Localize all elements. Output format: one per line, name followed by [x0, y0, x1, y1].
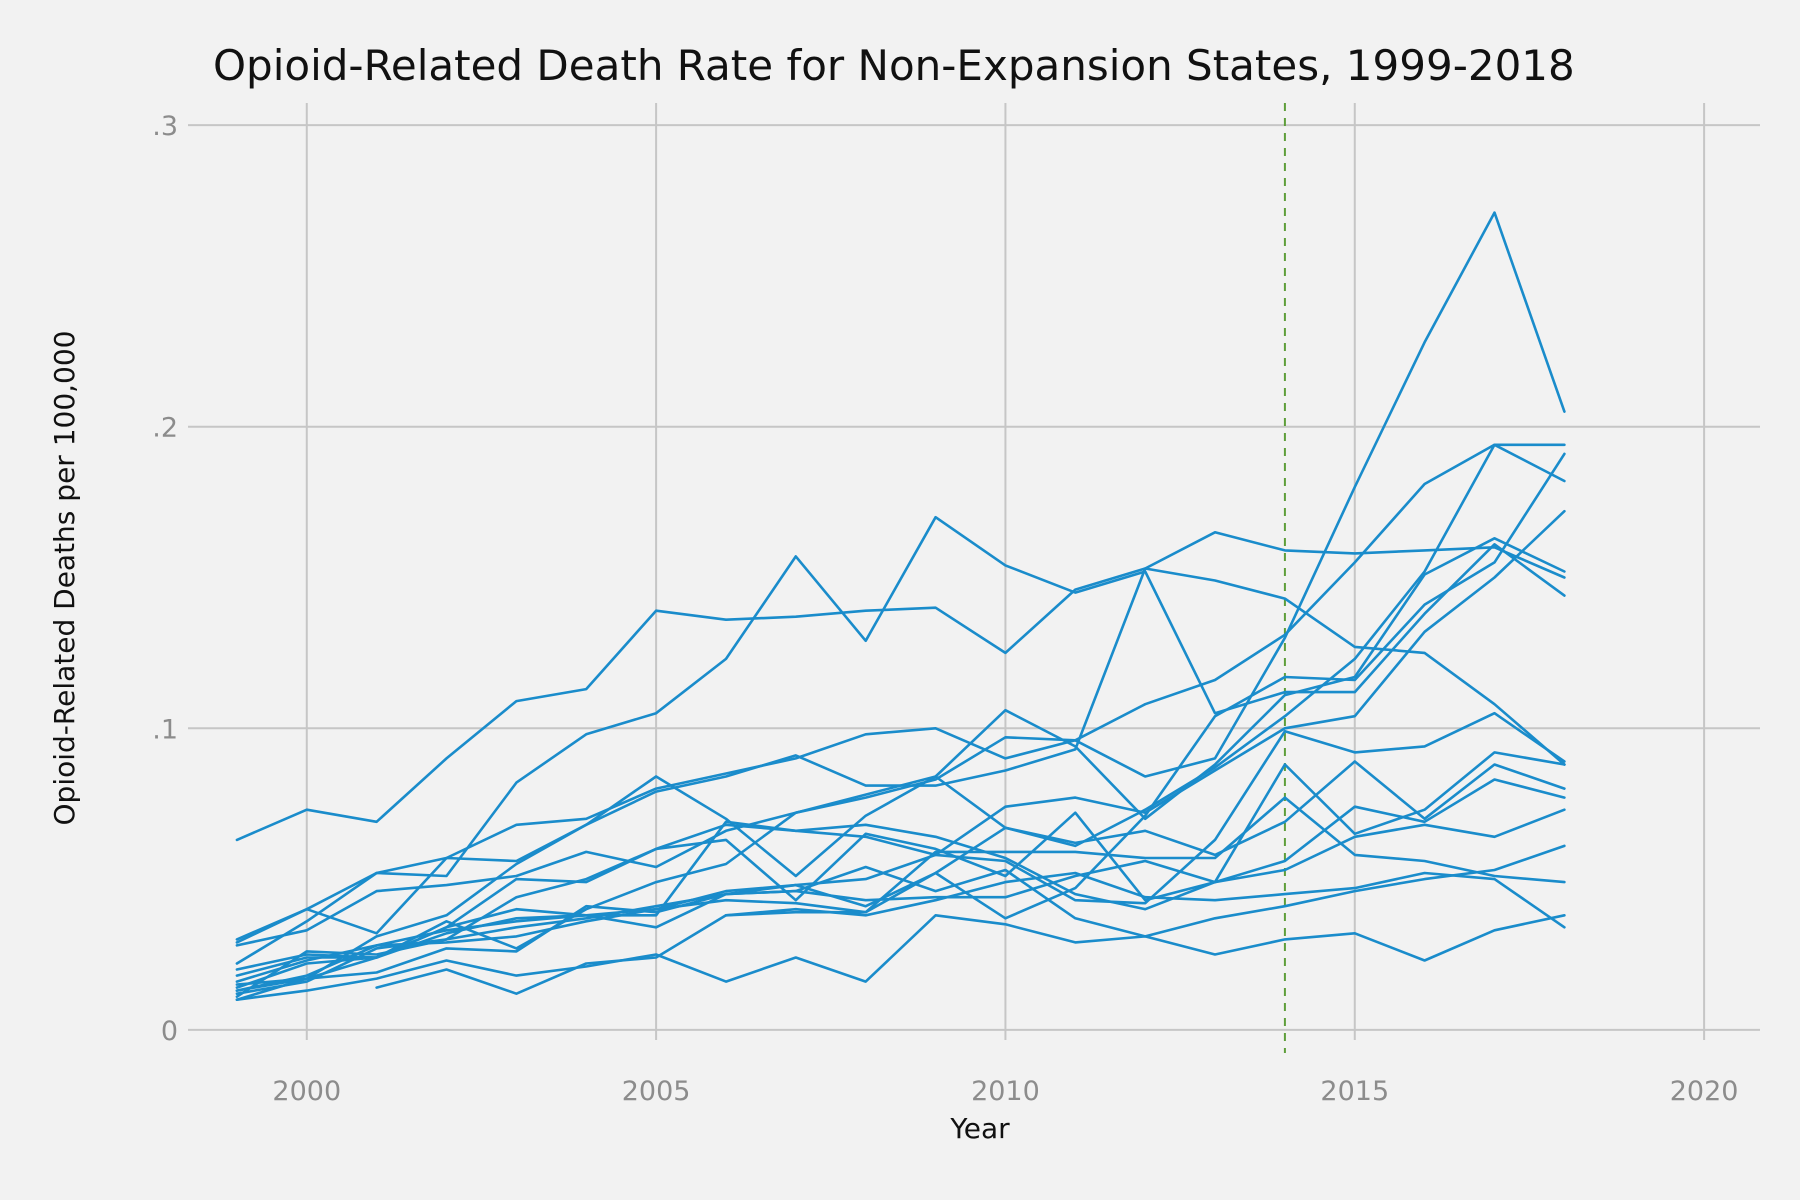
gridlines — [188, 103, 1760, 1040]
x-tick-label: 2010 — [971, 1076, 1040, 1107]
series-line-16 — [724, 796, 1566, 917]
series-line-8 — [235, 515, 1566, 965]
series-line-18 — [375, 871, 1566, 995]
x-tick-label: 2020 — [1670, 1076, 1739, 1107]
x-tick-label: 2000 — [272, 1076, 341, 1107]
chart-title: Opioid-Related Death Rate for Non-Expans… — [213, 41, 1575, 90]
x-axis-title: Year — [949, 1112, 1010, 1145]
series-line-11 — [235, 711, 1566, 1001]
series-line-9 — [235, 452, 1566, 983]
y-tick-label: .1 — [152, 714, 178, 745]
series-line-14 — [235, 778, 1566, 992]
x-axis-tick-labels: 2000 2005 2010 2015 2020 — [272, 1076, 1738, 1107]
y-tick-label: .2 — [152, 413, 178, 444]
series-line-6 — [235, 443, 1566, 998]
x-tick-label: 2005 — [622, 1076, 691, 1107]
series-line-17 — [235, 844, 1566, 1001]
series-line-13 — [235, 751, 1566, 995]
y-axis-title: Opioid-Related Deaths per 100,000 — [48, 331, 81, 826]
series-lines — [235, 211, 1566, 1001]
series-line-1 — [235, 865, 1566, 971]
x-tick-label: 2015 — [1320, 1076, 1389, 1107]
series-line-4 — [235, 443, 1566, 947]
y-tick-label: .3 — [152, 111, 178, 142]
series-line-12 — [235, 760, 1566, 989]
y-tick-label: 0 — [161, 1016, 178, 1047]
y-axis-tick-labels: 0 .1 .2 .3 — [152, 111, 178, 1047]
series-line-3 — [235, 211, 1566, 944]
series-line-15 — [235, 808, 1566, 986]
series-line-2 — [235, 567, 1566, 842]
series-line-10 — [235, 509, 1566, 977]
